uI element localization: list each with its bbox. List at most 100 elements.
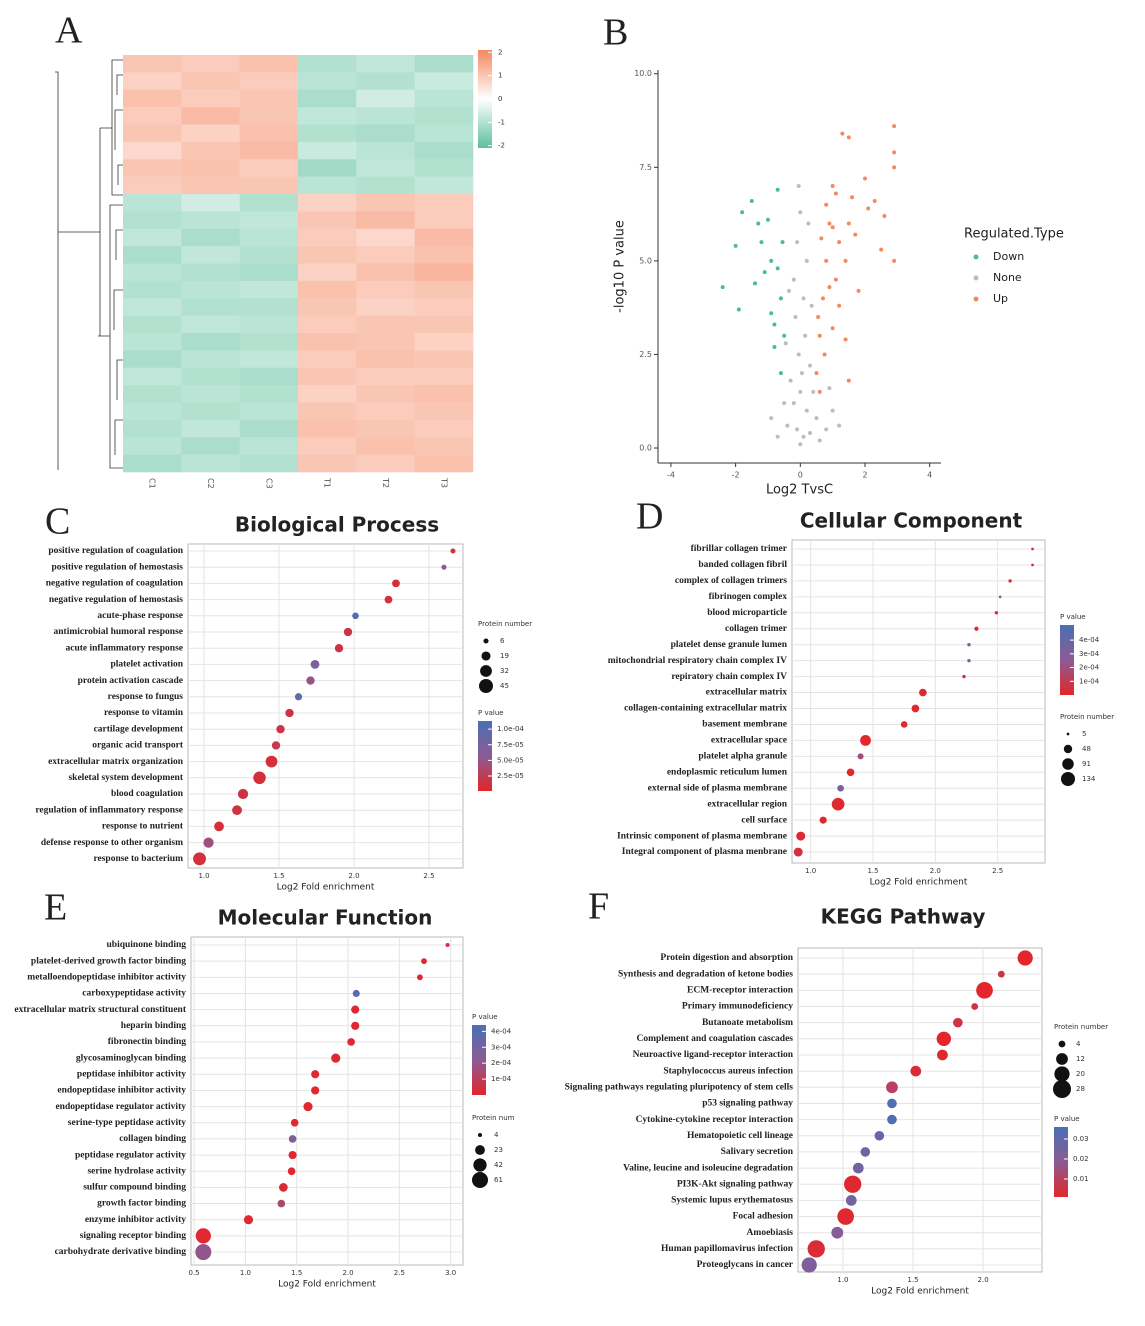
legend-swatch [973, 254, 979, 260]
point [796, 184, 801, 189]
heatmap-cell [298, 211, 357, 230]
heatmap-cell [356, 419, 415, 438]
category-label: response to nutrient [102, 822, 184, 832]
dot [846, 768, 855, 777]
heatmap-cell [123, 402, 182, 421]
size-legend-label: 4 [494, 1131, 499, 1139]
category-label: Complement and coagulation cascades [637, 1034, 794, 1044]
dot [807, 1240, 825, 1258]
dot [967, 642, 971, 647]
dot [852, 1162, 864, 1174]
heatmap-cell [298, 89, 357, 108]
size-legend-dot [1056, 1053, 1068, 1065]
size-legend-dot [1062, 758, 1074, 770]
heatmap-cell [414, 385, 474, 403]
legend-swatch [973, 296, 979, 302]
category-label: cartilage development [94, 724, 184, 734]
x-tick-label: 1.5 [291, 1269, 302, 1277]
x-tick-label: 2 [862, 471, 867, 480]
heatmap-cell [181, 159, 240, 177]
heatmap-cell [239, 350, 299, 369]
heatmap-cell [414, 298, 474, 316]
dot [310, 659, 320, 669]
dot [962, 674, 966, 679]
color-bar-label: 1e-04 [491, 1075, 512, 1083]
dot [919, 688, 927, 697]
heatmap-cell [181, 124, 240, 143]
point [756, 221, 761, 226]
point [816, 315, 821, 320]
column-label: T3 [439, 477, 448, 488]
point [843, 258, 848, 263]
dot [911, 704, 920, 713]
color-bar-label: 2e-04 [491, 1059, 512, 1067]
heatmap-cell [123, 107, 182, 125]
category-label: extracellular region [707, 799, 787, 809]
category-label: Protein digestion and absorption [660, 953, 793, 963]
heatmap-cell [356, 89, 415, 108]
heatmap-cell [414, 315, 474, 334]
size-legend-label: 12 [1076, 1055, 1085, 1063]
heatmap-cell [123, 454, 182, 473]
size-legend-dot [1053, 1080, 1071, 1098]
category-label: ubiquinone binding [107, 940, 187, 950]
category-label: heparin binding [121, 1021, 186, 1031]
x-axis-label: Log2 TvsC [766, 483, 833, 498]
x-tick-label: 2.5 [992, 867, 1003, 875]
heatmap-cell [239, 211, 299, 230]
category-label: carboxypeptidase activity [82, 989, 186, 999]
dot [352, 989, 360, 998]
heatmap-cell [414, 367, 474, 386]
dot [997, 970, 1005, 978]
point [843, 337, 848, 342]
column-label: T2 [381, 477, 390, 488]
color-bar [1054, 1127, 1068, 1197]
panel-label: B [603, 12, 628, 54]
point [817, 333, 822, 338]
category-label: Intrinsic component of plasma membrane [617, 831, 787, 841]
heatmap-cell [181, 246, 240, 264]
category-label: Salivary secretion [721, 1147, 794, 1157]
color-bar-label: 2 [498, 48, 502, 56]
color-bar-label: -2 [498, 142, 505, 150]
dot [1031, 547, 1034, 551]
legend-swatch [973, 275, 979, 281]
heatmap-cell [239, 367, 299, 386]
heatmap-cell [181, 437, 240, 455]
dot [214, 821, 224, 832]
y-tick-label: 2.5 [639, 350, 652, 359]
column-label: C1 [148, 478, 157, 489]
heatmap-cell [298, 55, 357, 73]
category-label: endopeptidase regulator activity [55, 1102, 186, 1112]
heatmap-cell [414, 107, 474, 125]
point [833, 191, 838, 196]
heatmap-cell [181, 350, 240, 369]
category-label: cell surface [741, 815, 787, 825]
heatmap-cell [123, 298, 182, 316]
dot [303, 1102, 313, 1112]
color-bar-label: 1.0e-04 [497, 725, 524, 733]
category-label: fibrillar collagen trimer [691, 544, 788, 554]
heatmap-cell [239, 228, 299, 247]
point [778, 296, 783, 301]
heatmap-cell [298, 454, 357, 473]
x-tick-label: -4 [667, 471, 675, 480]
point [827, 386, 832, 391]
category-label: enzyme inhibitor activity [85, 1215, 186, 1225]
dot [793, 847, 803, 857]
category-label: platelet alpha granule [698, 752, 787, 762]
size-legend-label: 20 [1076, 1070, 1085, 1078]
dot [351, 1021, 360, 1030]
category-label: collagen binding [119, 1134, 186, 1144]
x-tick-label: 1.0 [198, 872, 209, 880]
heatmap-cell [181, 228, 240, 247]
heatmap-cell [414, 263, 474, 282]
point [783, 341, 788, 346]
heatmap-cell [298, 124, 357, 143]
heatmap-cell [298, 246, 357, 264]
x-axis-label: Log2 Fold enrichment [277, 883, 375, 893]
category-label: blood coagulation [111, 789, 184, 799]
category-label: extracellular space [711, 736, 787, 746]
heatmap-cell [414, 159, 474, 177]
category-label: antimicrobial humoral response [54, 627, 184, 637]
